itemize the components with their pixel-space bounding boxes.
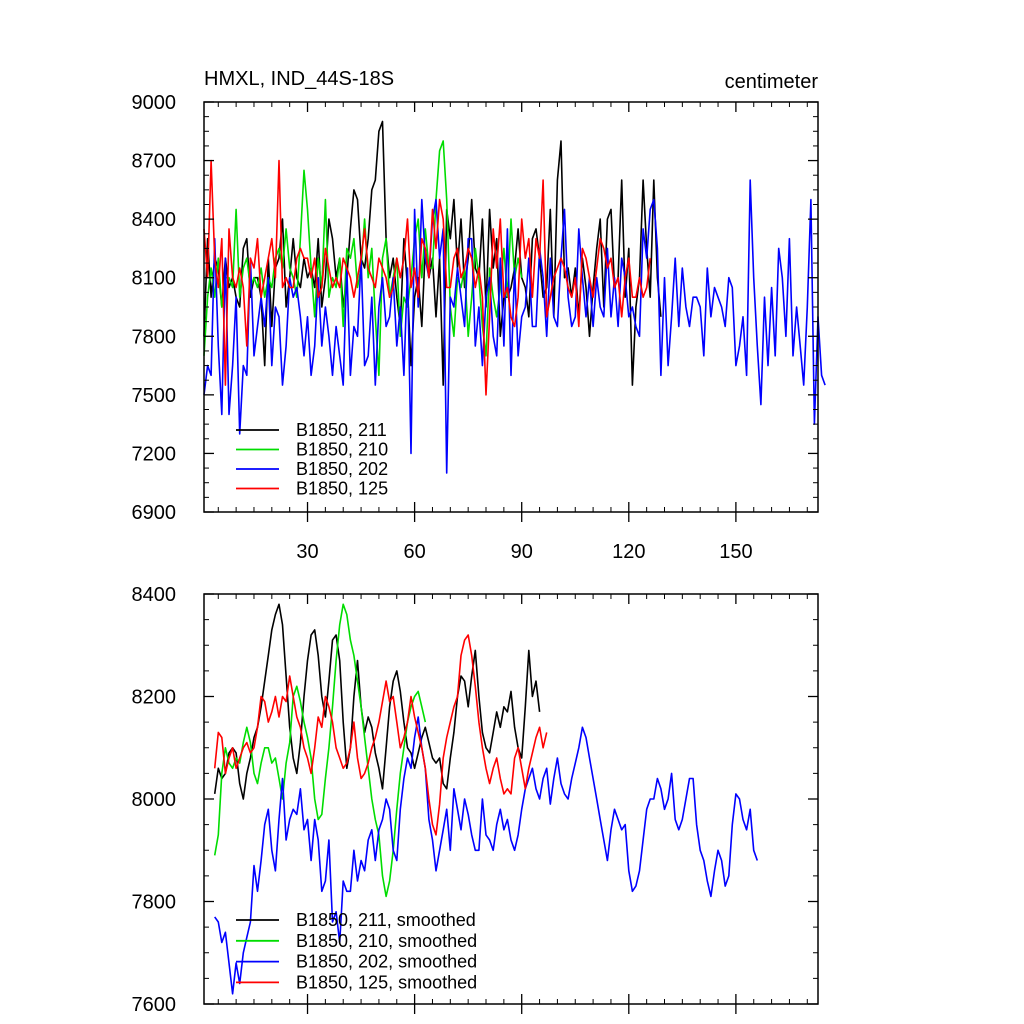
bottom-panel-axes: 7600 7800 8000 8200 8400 bbox=[132, 584, 819, 1016]
y-tick-label: 8100 bbox=[132, 268, 177, 290]
legend-label: B1850, 211 bbox=[296, 420, 387, 440]
x-tick-label: 60 bbox=[403, 541, 425, 563]
y-tick-label: 6900 bbox=[132, 502, 177, 524]
y-tick-label: 7200 bbox=[132, 443, 177, 465]
y-tick-label: 7800 bbox=[132, 892, 177, 914]
y-tick-label: 7800 bbox=[132, 326, 177, 348]
x-tick-label: 150 bbox=[719, 541, 752, 563]
legend-label: B1850, 210 bbox=[296, 440, 388, 460]
top-panel-units: centimeter bbox=[725, 71, 819, 93]
top-panel: HMXL, IND_44S-18S centimeter 6900 7200 750… bbox=[132, 68, 826, 563]
bottom-panel-lines bbox=[213, 603, 759, 995]
top-panel-lines bbox=[203, 120, 826, 474]
y-tick-label: 8700 bbox=[132, 151, 177, 173]
series-line-2 bbox=[203, 140, 523, 377]
y-tick-label: 8200 bbox=[132, 687, 177, 709]
y-tick-label: 8000 bbox=[132, 789, 177, 811]
y-tick-label: 8400 bbox=[132, 584, 177, 606]
series-line-1 bbox=[213, 603, 541, 800]
legend-label: B1850, 202, smoothed bbox=[296, 952, 477, 972]
legend-label: B1850, 125 bbox=[296, 479, 388, 499]
x-tick-label: 90 bbox=[511, 541, 533, 563]
y-tick-label: 9000 bbox=[132, 92, 177, 114]
bottom-panel: 7600 7800 8000 8200 8400 B1850, 211, smoothe… bbox=[132, 584, 819, 1016]
y-tick-label: 7600 bbox=[132, 994, 177, 1016]
x-tick-label: 30 bbox=[296, 541, 318, 563]
legend-label: B1850, 211, smoothed bbox=[296, 910, 476, 930]
y-tick-label: 8400 bbox=[132, 209, 177, 231]
y-tick-label: 7500 bbox=[132, 385, 177, 407]
x-tick-label: 120 bbox=[612, 541, 645, 563]
series-line-2 bbox=[213, 603, 427, 898]
series-line-4 bbox=[203, 159, 651, 396]
legend-label: B1850, 210, smoothed bbox=[296, 931, 477, 951]
legend-label: B1850, 125, smoothed bbox=[296, 972, 477, 992]
top-panel-axes: 6900 7200 7500 7800 8100 8400 8700 9000 30 60 90 12… bbox=[132, 92, 819, 563]
legend-label: B1850, 202 bbox=[296, 459, 388, 479]
series-line-4 bbox=[213, 634, 548, 836]
series-line-3 bbox=[214, 716, 759, 995]
top-panel-title: HMXL, IND_44S-18S bbox=[204, 68, 394, 90]
series-line-3 bbox=[203, 179, 826, 474]
